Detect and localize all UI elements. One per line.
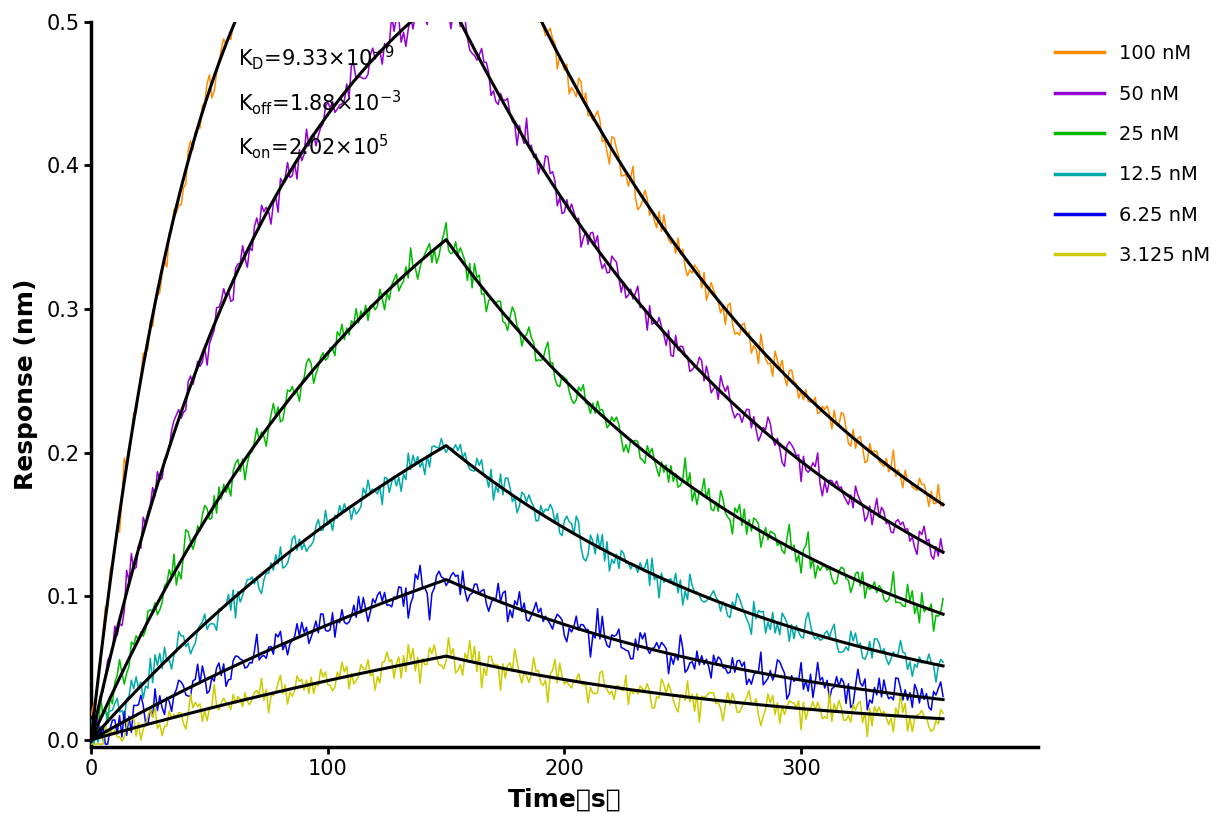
Y-axis label: Response (nm): Response (nm) xyxy=(14,279,38,490)
Legend: 100 nM, 50 nM, 25 nM, 12.5 nM, 6.25 nM, 3.125 nM: 100 nM, 50 nM, 25 nM, 12.5 nM, 6.25 nM, … xyxy=(1047,36,1218,273)
X-axis label: Time（s）: Time（s） xyxy=(508,787,621,811)
Text: K$_\mathrm{D}$=9.33×10$^{-9}$
K$_\mathrm{off}$=1.88×10$^{-3}$
K$_\mathrm{on}$=2.: K$_\mathrm{D}$=9.33×10$^{-9}$ K$_\mathrm… xyxy=(238,44,402,162)
